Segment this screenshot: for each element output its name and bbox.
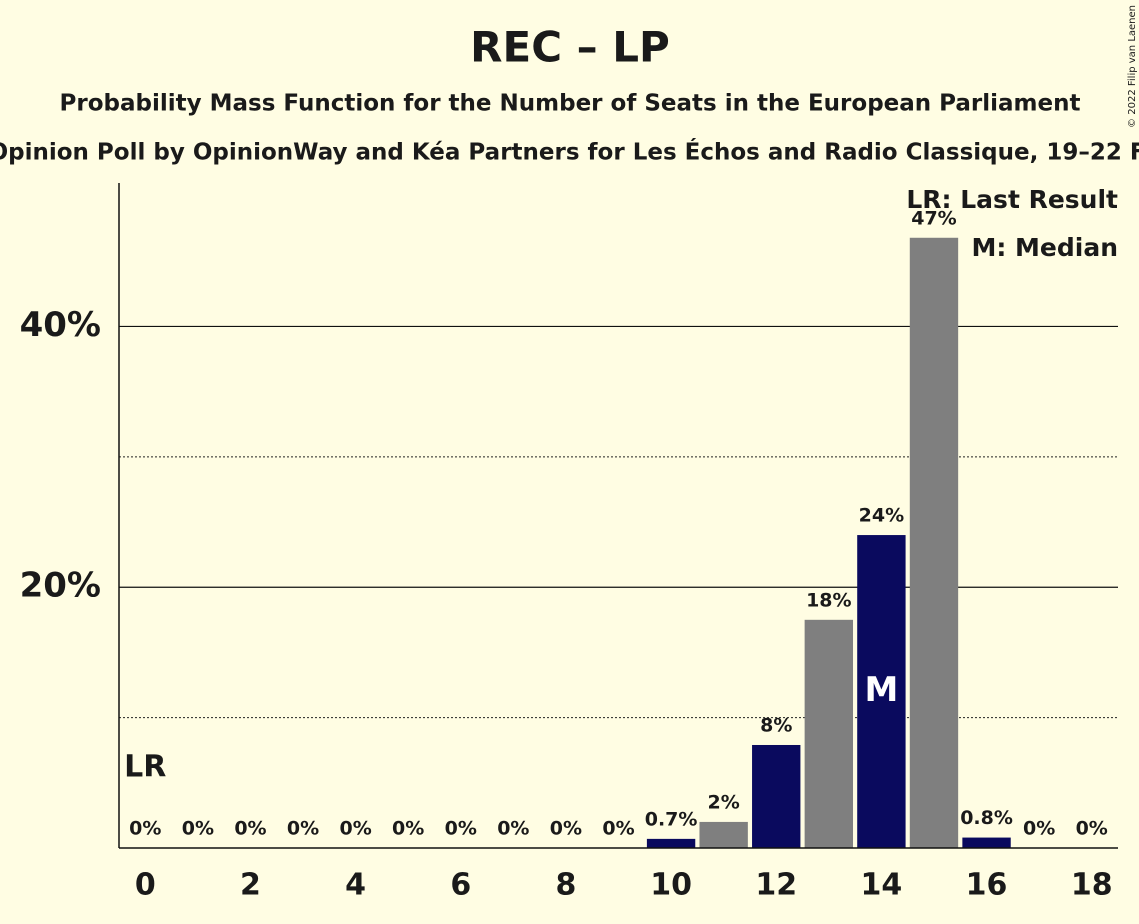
y-tick-label: 20%: [20, 566, 101, 606]
y-tick-label: 40%: [20, 305, 101, 345]
value-label: 0%: [497, 818, 529, 840]
value-label: 0%: [234, 818, 266, 840]
bar: [804, 619, 854, 848]
value-label: 0%: [339, 818, 371, 840]
x-tick-label: 16: [966, 868, 1008, 903]
value-label: 0%: [550, 818, 582, 840]
x-tick-label: 0: [135, 868, 156, 903]
median-marker: M: [864, 670, 898, 710]
value-label: 0%: [287, 818, 319, 840]
bar: [962, 837, 1011, 848]
x-tick-label: 18: [1071, 868, 1113, 903]
value-label: 0.7%: [645, 808, 698, 830]
value-label: 0%: [1076, 818, 1108, 840]
bar: [699, 821, 748, 848]
x-tick-label: 2: [240, 868, 261, 903]
value-label: 0%: [392, 818, 424, 840]
value-label: 24%: [859, 505, 904, 527]
bar: [857, 535, 906, 848]
x-tick-label: 6: [450, 868, 471, 903]
value-label: 0%: [129, 818, 161, 840]
value-label: 18%: [806, 589, 851, 611]
x-tick-label: 4: [345, 868, 366, 903]
value-label: 8%: [760, 714, 792, 736]
last-result-marker: LR: [124, 750, 166, 785]
value-label: 2%: [708, 791, 740, 813]
value-label: 0%: [1023, 818, 1055, 840]
bar: [909, 237, 959, 848]
chart-source: Based on an Opinion Poll by OpinionWay a…: [0, 138, 1139, 166]
legend-entry: M: Median: [971, 233, 1118, 262]
x-tick-label: 10: [650, 868, 692, 903]
x-tick-label: 8: [555, 868, 576, 903]
value-label: 47%: [911, 207, 956, 229]
x-tick-label: 12: [755, 868, 797, 903]
value-label: 0%: [602, 818, 634, 840]
chart-title: REC – LP: [470, 23, 670, 72]
copyright: © 2022 Filip van Laenen: [1127, 5, 1138, 128]
bar: [752, 744, 801, 848]
legend-entry: LR: Last Result: [906, 185, 1118, 214]
chart-subtitle: Probability Mass Function for the Number…: [60, 91, 1081, 117]
value-label: 0%: [445, 818, 477, 840]
bar: [646, 838, 696, 848]
x-tick-label: 14: [861, 868, 903, 903]
value-label: 0.8%: [960, 807, 1013, 829]
value-label: 0%: [182, 818, 214, 840]
